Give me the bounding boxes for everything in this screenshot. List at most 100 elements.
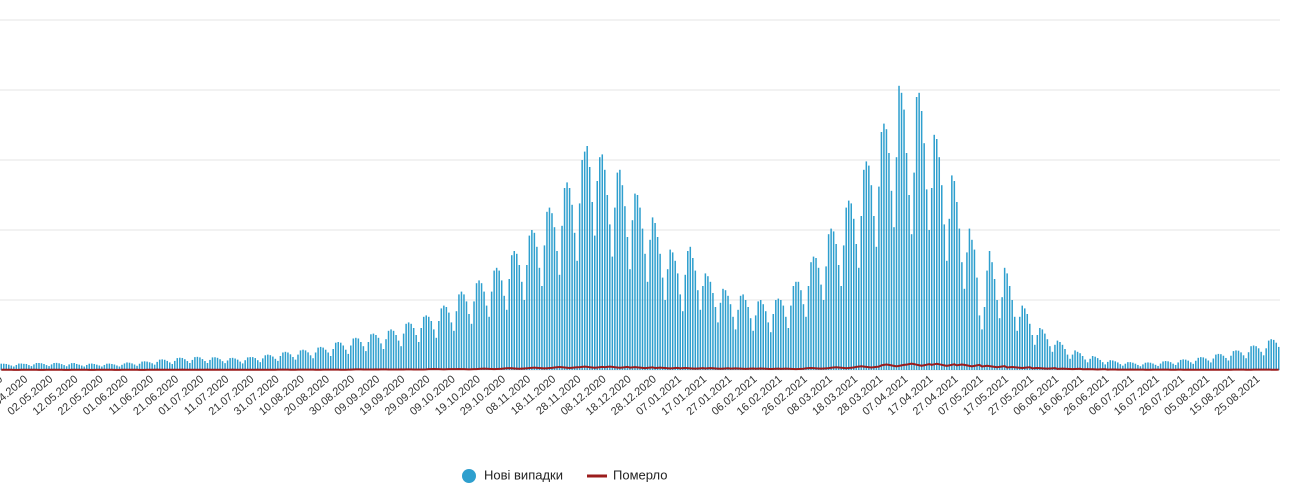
bar — [1049, 346, 1051, 370]
bar — [209, 359, 211, 370]
bar — [895, 157, 898, 370]
bar — [473, 301, 475, 370]
bar — [639, 207, 641, 370]
bar — [322, 347, 324, 370]
bar — [1134, 363, 1137, 370]
bar — [181, 357, 184, 370]
bar — [91, 363, 93, 370]
bar — [659, 253, 661, 370]
bar — [541, 286, 543, 370]
bar — [764, 311, 767, 370]
bar — [938, 157, 941, 370]
bar — [556, 251, 558, 370]
bar — [729, 304, 732, 370]
bar — [1066, 354, 1069, 370]
legend-label[interactable]: Померло — [613, 467, 668, 482]
bar — [961, 262, 963, 370]
bar — [654, 223, 656, 370]
bar — [900, 92, 903, 371]
bar — [380, 343, 382, 370]
bar — [246, 357, 249, 370]
bar — [123, 363, 126, 370]
bar — [55, 362, 58, 370]
bar — [571, 204, 573, 370]
bar — [601, 154, 604, 370]
bar — [1200, 357, 1202, 370]
bar — [1267, 340, 1270, 370]
bar — [63, 365, 65, 370]
bar — [850, 203, 852, 370]
bar — [480, 283, 483, 370]
bar — [131, 363, 133, 370]
bar — [1008, 286, 1011, 370]
bar — [697, 290, 699, 370]
bar — [428, 316, 430, 370]
bar — [767, 322, 770, 370]
bar — [10, 365, 13, 370]
bar — [1202, 357, 1205, 370]
bar — [951, 175, 953, 370]
bar — [35, 363, 38, 370]
bar — [1227, 360, 1230, 370]
bar — [928, 230, 930, 370]
bar — [981, 329, 983, 370]
bar — [1031, 335, 1034, 370]
bar — [941, 185, 943, 370]
bar — [251, 357, 254, 370]
bar — [712, 293, 714, 370]
bar — [23, 363, 25, 370]
bar — [1205, 358, 1207, 370]
bar — [168, 362, 171, 370]
bar — [707, 276, 709, 370]
bar — [1260, 351, 1262, 370]
bar — [357, 338, 360, 370]
bar — [770, 332, 772, 370]
bar — [1142, 364, 1144, 370]
bar — [30, 366, 33, 370]
bar — [609, 224, 611, 370]
bar — [553, 227, 556, 370]
bar — [370, 334, 372, 370]
bar — [329, 356, 332, 370]
bar — [845, 207, 847, 370]
bar — [468, 314, 470, 370]
bar — [1036, 335, 1039, 370]
bar — [25, 363, 28, 370]
bar — [988, 251, 991, 370]
bar — [324, 349, 327, 370]
bar — [1079, 353, 1081, 370]
bar — [1177, 362, 1179, 370]
bar — [790, 305, 792, 370]
bar — [1081, 356, 1084, 370]
bar — [93, 363, 96, 370]
legend-label[interactable]: Нові випадки — [484, 467, 563, 482]
bar — [734, 329, 737, 370]
bar — [465, 301, 468, 370]
bar — [614, 207, 616, 370]
bar — [257, 360, 259, 370]
bar — [792, 286, 795, 370]
bar — [412, 328, 415, 370]
bar — [161, 359, 163, 370]
bar — [420, 328, 422, 370]
bar — [1144, 362, 1147, 370]
bar — [1225, 357, 1227, 370]
bar — [133, 364, 136, 370]
line — [1, 362, 1279, 371]
bar — [292, 356, 294, 370]
bar — [234, 358, 236, 370]
bar — [865, 161, 868, 370]
bar — [709, 281, 712, 370]
bar — [488, 316, 490, 370]
bar — [478, 280, 480, 370]
bar — [531, 230, 533, 370]
bar — [802, 304, 805, 370]
bar — [337, 342, 339, 370]
bar — [68, 364, 70, 370]
bar — [392, 330, 395, 370]
bar — [702, 286, 704, 370]
bar — [503, 295, 505, 370]
bar — [307, 352, 309, 370]
bar — [500, 280, 503, 370]
bar — [1189, 362, 1192, 370]
